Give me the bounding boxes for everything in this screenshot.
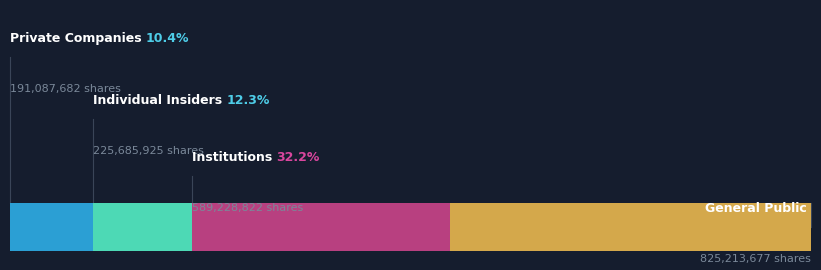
Text: 825,213,677 shares: 825,213,677 shares	[700, 254, 811, 264]
Text: 191,087,682 shares: 191,087,682 shares	[10, 84, 121, 94]
Bar	[192, 202, 450, 251]
Bar	[10, 202, 94, 251]
Text: 45.1%: 45.1%	[662, 202, 705, 215]
Text: Private Companies: Private Companies	[10, 32, 146, 45]
Bar	[450, 202, 811, 251]
Bar	[94, 202, 192, 251]
Text: 32.2%: 32.2%	[277, 151, 319, 164]
Text: Individual Insiders: Individual Insiders	[94, 94, 227, 107]
Text: 10.4%: 10.4%	[146, 32, 190, 45]
Text: 589,228,822 shares: 589,228,822 shares	[192, 202, 303, 212]
Text: General Public: General Public	[705, 202, 811, 215]
Text: 225,685,925 shares: 225,685,925 shares	[94, 146, 204, 156]
Text: 12.3%: 12.3%	[227, 94, 270, 107]
Text: Institutions: Institutions	[192, 151, 277, 164]
